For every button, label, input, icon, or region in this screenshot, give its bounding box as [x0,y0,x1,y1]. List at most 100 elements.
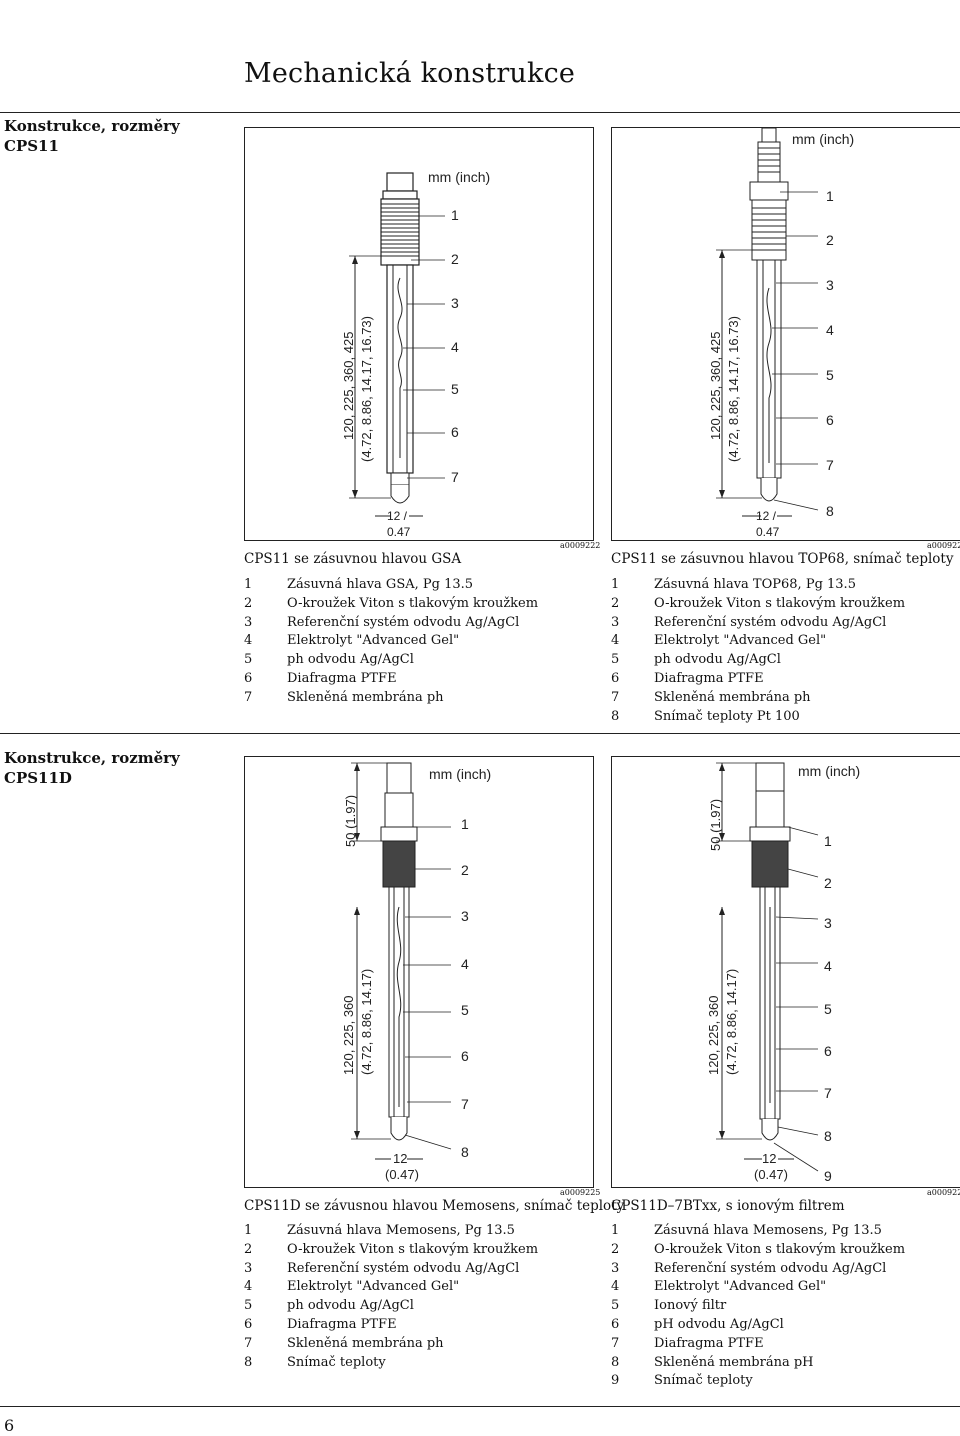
unit-label: mm (inch) [429,766,491,782]
length-dim-line2: (4.72, 8.86, 14.17, 16.73) [726,316,741,462]
list-item: 1 Zásuvná hlava GSA, Pg 13.5 [244,577,474,592]
length-dim-line1: 120, 225, 360, 425 [341,332,356,440]
section-divider [0,733,960,734]
callout-1: 1 [824,833,832,849]
list-item: 9 Snímač teploty [611,1373,753,1389]
list-item: 5 Ionový filtr [611,1298,727,1314]
figure-caption: CPS11D–7BTxx, s ionovým filtrem [611,1198,845,1214]
list-item: 4 Elektrolyt "Advanced Gel" [611,633,827,649]
length-dim-line1: 120, 225, 360 [341,995,356,1075]
list-item: 4 Elektrolyt "Advanced Gel" [244,633,460,649]
callout-3: 3 [451,295,459,311]
list-item: 2 O-kroužek Viton s tlakovým kroužkem [611,595,906,611]
callout-2: 2 [824,875,832,891]
figure-code: a0009222 [560,541,601,550]
list-item: 6 Diafragma PTFE [611,670,764,686]
callout-5: 5 [461,1002,469,1018]
tip-dim-line1: 12 / [756,509,777,523]
head-dim: 50 (1.97) [708,799,723,851]
list-item: 5 ph odvodu Ag/AgCl [244,652,414,668]
callout-2: 2 [826,232,834,248]
callout-7: 7 [461,1096,469,1112]
section-label-line2: CPS11 [4,137,59,155]
list-item: 7 Skleněná membrána ph [611,689,811,705]
footer-divider [0,1406,960,1407]
callout-6: 6 [824,1043,832,1059]
unit-label: mm (inch) [428,169,490,185]
parts-list-cps11-gsa: 1 Zásuvná hlava GSA, Pg 13.5 2 O-kroužek V… [244,576,538,708]
list-item: 2 O-kroužek Viton s tlakovým kroužkem [244,1241,539,1257]
list-item: 7 Diafragma PTFE [611,1335,764,1351]
figure-code: a0009225 [560,1188,601,1197]
section-label-line1: Konstrukce, rozměry [4,749,180,767]
list-item: 4 Elektrolyt "Advanced Gel" [244,1279,460,1295]
list-item: 8 Snímač teploty [244,1354,386,1370]
list-item: 3 Referenční systém odvodu Ag/AgCl [244,1260,520,1276]
length-dim-line2: (4.72, 8.86, 14.17) [359,969,374,1075]
section-label-cps11: Konstrukce, rozměry CPS11 [4,116,180,156]
callout-4: 4 [451,339,459,355]
head-dim: 50 (1.97) [343,795,358,847]
callout-5: 5 [826,367,834,383]
figure-cps11-gsa: mm (inch) 120, 225, 360, 425 (4.72, 8.86… [244,127,594,541]
section-label-cps11d: Konstrukce, rozměry CPS11D [4,748,180,788]
parts-list-cps11d-memosens: 1 Zásuvná hlava Memosens, Pg 13.5 2 O-krou… [244,1222,538,1372]
section-label-line2: CPS11D [4,769,72,787]
tip-dim-line2: 0.47 [387,525,411,539]
callout-6: 6 [451,424,459,440]
list-item: 3 Referenční systém odvodu Ag/AgCl [611,1260,887,1276]
sensor-drawing-top68: mm (inch) 120, 225, 360, 425 (4.72, 8.86… [708,128,854,539]
figure-caption: CPS11D se závusnou hlavou Memosens, sním… [244,1198,625,1214]
list-item: 7 Skleněná membrána ph [244,689,444,705]
callout-5: 5 [451,381,459,397]
figure-caption: CPS11 se zásuvnou hlavou TOP68, snímač t… [611,551,954,567]
tip-dim-line2: (0.47) [385,1167,419,1182]
callout-9: 9 [824,1168,832,1184]
list-item: 1 Zásuvná hlava Memosens, Pg 13.5 [611,1223,882,1238]
list-item: 8 Skleněná membrána pH [611,1354,814,1370]
callout-2: 2 [461,862,469,878]
list-item: 1 Zásuvná hlava TOP68, Pg 13.5 [611,577,856,592]
list-item: 6 Diafragma PTFE [244,1316,397,1332]
callout-4: 4 [461,956,469,972]
unit-label: mm (inch) [792,131,854,147]
callout-4: 4 [826,322,834,338]
figure-caption: CPS11 se zásuvnou hlavou GSA [244,551,462,567]
callout-2: 2 [451,251,459,267]
callout-6: 6 [826,412,834,428]
sensor-drawing-memosens: mm (inch) 50 (1.97) 120, 225, 360 (4.72,… [341,762,491,1182]
tip-dim-line1: 12 [393,1151,407,1166]
callout-7: 7 [824,1085,832,1101]
callout-8: 8 [826,503,834,519]
callout-6: 6 [461,1048,469,1064]
callout-5: 5 [824,1001,832,1017]
length-dim-line2: (4.72, 8.86, 14.17) [724,969,739,1075]
tip-dim-line2: 0.47 [756,525,780,539]
section-divider [0,112,960,113]
list-item: 7 Skleněná membrána ph [244,1335,444,1351]
callout-4: 4 [824,958,832,974]
list-item: 8 Snímač teploty Pt 100 [611,708,800,724]
callout-7: 7 [451,469,459,485]
callout-3: 3 [824,915,832,931]
callout-8: 8 [824,1128,832,1144]
list-item: 2 O-kroužek Viton s tlakovým kroužkem [611,1241,906,1257]
callout-3: 3 [461,908,469,924]
list-item: 2 O-kroužek Viton s tlakovým kroužkem [244,595,539,611]
figure-code: a0009224 [927,1188,960,1197]
callout-8: 8 [461,1144,469,1160]
callout-1: 1 [451,207,459,223]
list-item: 3 Referenční systém odvodu Ag/AgCl [244,614,520,630]
figure-cps11-top68: mm (inch) 120, 225, 360, 425 (4.72, 8.86… [611,127,960,541]
tip-dim-line2: (0.47) [754,1167,788,1182]
list-item: 1 Zásuvná hlava Memosens, Pg 13.5 [244,1223,515,1238]
figure-code: a0009223 [927,541,960,550]
callout-1: 1 [461,816,469,832]
list-item: 3 Referenční systém odvodu Ag/AgCl [611,614,887,630]
page-title: Mechanická konstrukce [244,58,576,89]
sensor-drawing-gsa: mm (inch) 120, 225, 360, 425 (4.72, 8.86… [341,169,490,539]
list-item: 6 Diafragma PTFE [244,670,397,686]
figure-cps11d-memosens: mm (inch) 50 (1.97) 120, 225, 360 (4.72,… [244,756,594,1188]
list-item: 6 pH odvodu Ag/AgCl [611,1316,784,1332]
length-dim-line2: (4.72, 8.86, 14.17, 16.73) [359,316,374,462]
